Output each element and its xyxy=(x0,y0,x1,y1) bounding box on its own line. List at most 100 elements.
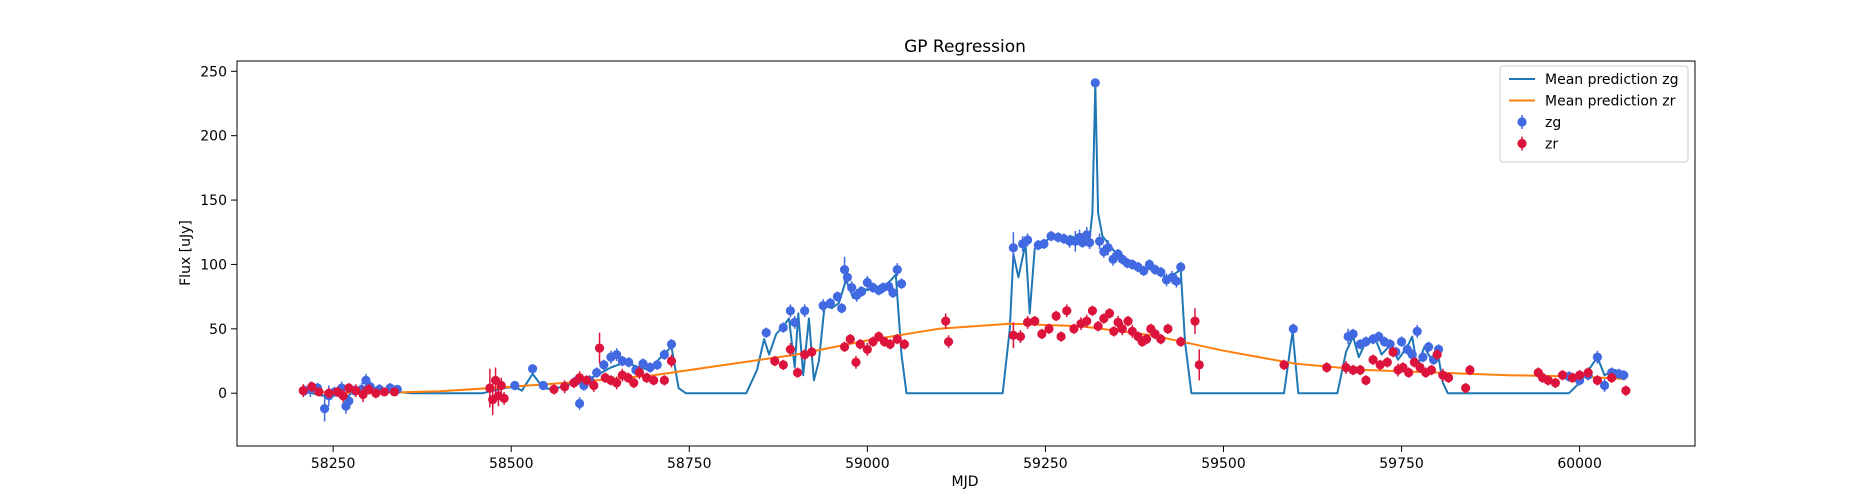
data-point xyxy=(299,386,308,395)
data-point xyxy=(560,382,569,391)
legend-label: zr xyxy=(1545,137,1558,153)
data-point xyxy=(1361,376,1370,385)
data-point xyxy=(1190,317,1199,326)
legend: Mean prediction zg Mean prediction zr zg zr xyxy=(1500,66,1688,162)
data-point xyxy=(1322,363,1331,372)
data-point xyxy=(539,381,548,390)
data-point xyxy=(660,350,669,359)
data-point xyxy=(888,288,897,297)
legend-label: Mean prediction zr xyxy=(1545,94,1676,110)
data-point xyxy=(653,360,662,369)
x-tick-label: 59500 xyxy=(1201,456,1246,472)
data-point xyxy=(840,342,849,351)
data-point xyxy=(629,378,638,387)
data-point xyxy=(1433,350,1442,359)
data-point xyxy=(847,283,856,292)
x-tick-label: 59250 xyxy=(1023,456,1068,472)
legend-marker-swatch xyxy=(1517,139,1526,148)
data-point xyxy=(1558,371,1567,380)
data-point xyxy=(1044,324,1053,333)
y-axis-label: Flux [uJy] xyxy=(178,220,194,286)
y-tick-label: 250 xyxy=(200,64,227,80)
data-point xyxy=(1123,317,1132,326)
data-point xyxy=(1062,306,1071,315)
y-tick-label: 100 xyxy=(200,257,227,273)
data-point xyxy=(1461,383,1470,392)
data-point xyxy=(893,265,902,274)
data-point xyxy=(1172,277,1181,286)
data-point xyxy=(1465,365,1474,374)
data-point xyxy=(1009,243,1018,252)
data-point xyxy=(1575,371,1584,380)
data-point xyxy=(857,287,866,296)
x-axis-label: MJD xyxy=(952,474,979,490)
data-point xyxy=(900,340,909,349)
data-point xyxy=(1176,337,1185,346)
data-point xyxy=(1094,322,1103,331)
data-point xyxy=(1016,332,1025,341)
legend-marker-swatch xyxy=(1517,117,1526,126)
plot-area xyxy=(299,78,1631,421)
data-point xyxy=(1030,317,1039,326)
data-point xyxy=(779,360,788,369)
data-point xyxy=(649,376,658,385)
data-point xyxy=(843,273,852,282)
data-point xyxy=(371,389,380,398)
data-point xyxy=(589,381,598,390)
data-point xyxy=(1156,335,1165,344)
data-point xyxy=(324,389,333,398)
data-point xyxy=(944,337,953,346)
data-point xyxy=(1427,365,1436,374)
data-point xyxy=(1593,353,1602,362)
data-point xyxy=(863,345,872,354)
data-point xyxy=(1289,324,1298,333)
data-point xyxy=(1103,243,1112,252)
data-point xyxy=(499,394,508,403)
data-point xyxy=(1551,378,1560,387)
data-point xyxy=(1408,350,1417,359)
data-point xyxy=(786,306,795,315)
data-point xyxy=(1444,373,1453,382)
data-point xyxy=(1082,317,1091,326)
data-point xyxy=(1023,235,1032,244)
data-point xyxy=(549,385,558,394)
data-point xyxy=(833,292,842,301)
data-point xyxy=(941,317,950,326)
data-point xyxy=(837,304,846,313)
data-point xyxy=(1091,78,1100,87)
data-point xyxy=(770,356,779,365)
data-point xyxy=(380,387,389,396)
data-point xyxy=(1413,327,1422,336)
data-point xyxy=(790,318,799,327)
data-point xyxy=(800,306,809,315)
x-tick-label: 58750 xyxy=(667,456,712,472)
data-point xyxy=(1388,347,1397,356)
data-point xyxy=(339,391,348,400)
y-tick-label: 50 xyxy=(209,322,227,338)
data-point xyxy=(320,404,329,413)
data-point xyxy=(762,328,771,337)
data-point xyxy=(851,358,860,367)
data-point xyxy=(528,364,537,373)
plot-frame xyxy=(237,61,1695,446)
data-point xyxy=(595,344,604,353)
data-point xyxy=(779,323,788,332)
data-point xyxy=(793,368,802,377)
data-point xyxy=(1142,335,1151,344)
data-point xyxy=(599,360,608,369)
data-point xyxy=(1279,360,1288,369)
data-point xyxy=(1356,365,1365,374)
data-point xyxy=(1052,311,1061,320)
data-point xyxy=(897,279,906,288)
data-point xyxy=(667,340,676,349)
data-point xyxy=(1095,237,1104,246)
data-point xyxy=(1621,386,1630,395)
data-point xyxy=(1085,238,1094,247)
data-point xyxy=(1088,306,1097,315)
y-tick-label: 200 xyxy=(200,129,227,145)
x-axis: 58250 58500 58750 59000 59250 59500 59750 60000 xyxy=(311,446,1602,472)
series-line-mean-prediction-zg xyxy=(305,84,1626,399)
x-tick-label: 59000 xyxy=(845,456,890,472)
data-point xyxy=(1349,329,1358,338)
data-point xyxy=(667,356,676,365)
